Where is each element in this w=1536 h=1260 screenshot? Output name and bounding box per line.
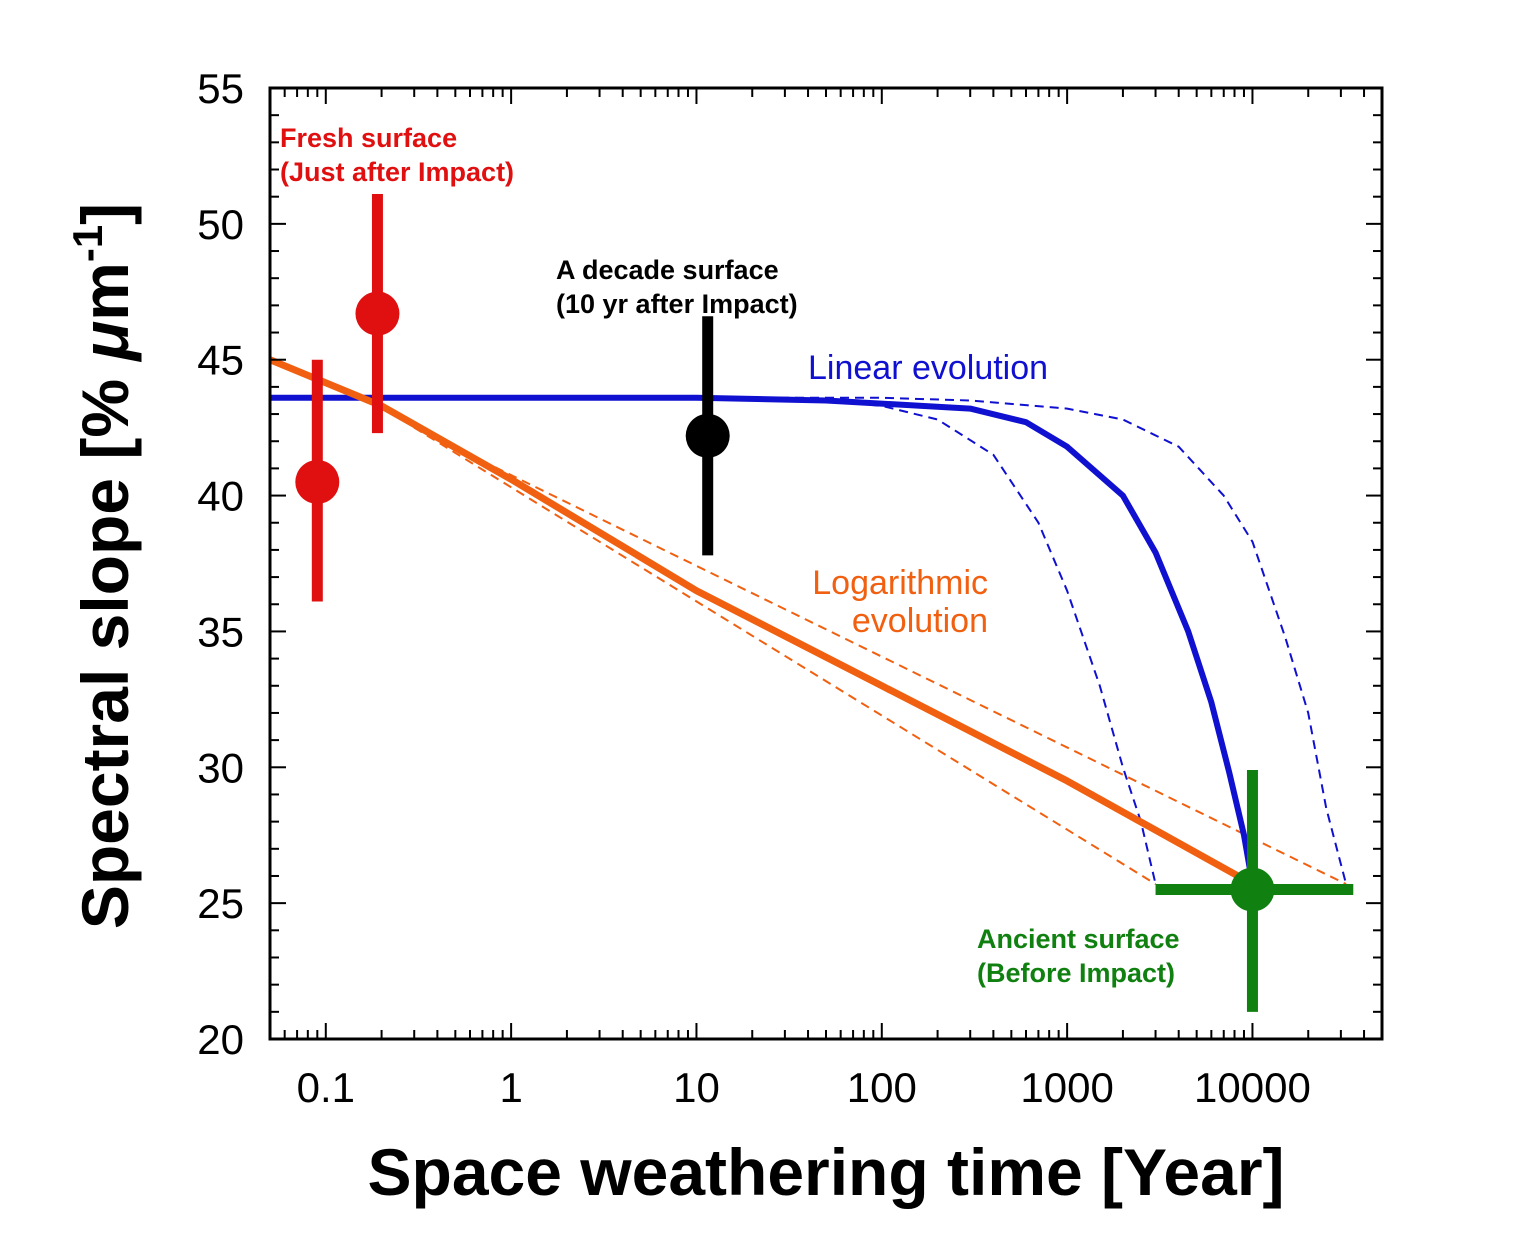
y-tick-label: 20 xyxy=(197,1016,244,1063)
plot-content xyxy=(270,193,1354,1012)
x-tick-label: 0.1 xyxy=(297,1064,355,1111)
data-points xyxy=(295,193,1354,1012)
y-tick-label: 30 xyxy=(197,744,244,791)
fresh-annotation-line: (Just after Impact) xyxy=(280,157,514,187)
log-annotation: Logarithmic evolution xyxy=(812,564,988,640)
x-axis-title: Space weathering time [Year] xyxy=(367,1135,1284,1209)
y-axis-title-close: ] xyxy=(68,203,142,225)
y-tick-label: 45 xyxy=(197,337,244,384)
fresh-annotation-line: Fresh surface xyxy=(280,123,457,153)
y-axis-title: Spectral slope [% μm-1] xyxy=(64,203,142,929)
y-tick-label: 40 xyxy=(197,473,244,520)
ancient-data-point xyxy=(1230,867,1275,912)
tick-labels: 20 25 30 35 40 45 50 55 0.1 1 10 100 1000 10000 xyxy=(197,65,1311,1111)
ancient-annotation-line: (Before Impact) xyxy=(977,958,1175,988)
linear-bound-line xyxy=(270,396,1348,885)
decade-annotation-line: A decade surface xyxy=(556,255,779,285)
ancient-annotation: Ancient surface (Before Impact) xyxy=(977,924,1180,988)
decade-annotation-line: (10 yr after Impact) xyxy=(556,289,798,319)
x-tick-label: 1000 xyxy=(1020,1064,1113,1111)
decade-data-point xyxy=(685,413,730,458)
log-bound-line xyxy=(413,426,1347,885)
y-axis-title-main: Spectral slope [% xyxy=(68,361,142,930)
linear-annotation: Linear evolution xyxy=(808,349,1048,387)
y-tick-label: 50 xyxy=(197,201,244,248)
log-bound-line xyxy=(413,426,1157,885)
y-tick-label: 35 xyxy=(197,608,244,655)
y-axis-title-mu: μ xyxy=(68,321,142,363)
series-lines xyxy=(270,356,1348,888)
linear-fit-line xyxy=(270,394,1256,885)
x-tick-label: 100 xyxy=(847,1064,917,1111)
x-tick-label: 1 xyxy=(499,1064,522,1111)
log-fit-line xyxy=(270,356,1255,888)
annotations: Fresh surface (Just after Impact) A decade… xyxy=(280,123,1180,988)
ancient-annotation-line: Ancient surface xyxy=(977,924,1180,954)
y-axis-title-unit: m xyxy=(68,262,142,321)
y-axis-title-sup: -1 xyxy=(64,225,111,262)
y-tick-label: 25 xyxy=(197,880,244,927)
log-annotation-line: Logarithmic xyxy=(812,564,988,602)
decade-annotation: A decade surface (10 yr after Impact) xyxy=(556,255,798,319)
axis-ticks xyxy=(269,87,1383,1040)
linear-annotation-line: Linear evolution xyxy=(808,349,1048,387)
fresh-data-point xyxy=(355,291,400,336)
y-tick-label: 55 xyxy=(197,65,244,112)
log-annotation-line: evolution xyxy=(852,602,988,640)
fresh-data-point xyxy=(295,459,340,504)
fresh-annotation: Fresh surface (Just after Impact) xyxy=(280,123,514,187)
x-tick-label: 10000 xyxy=(1194,1064,1311,1111)
x-tick-label: 10 xyxy=(673,1064,720,1111)
